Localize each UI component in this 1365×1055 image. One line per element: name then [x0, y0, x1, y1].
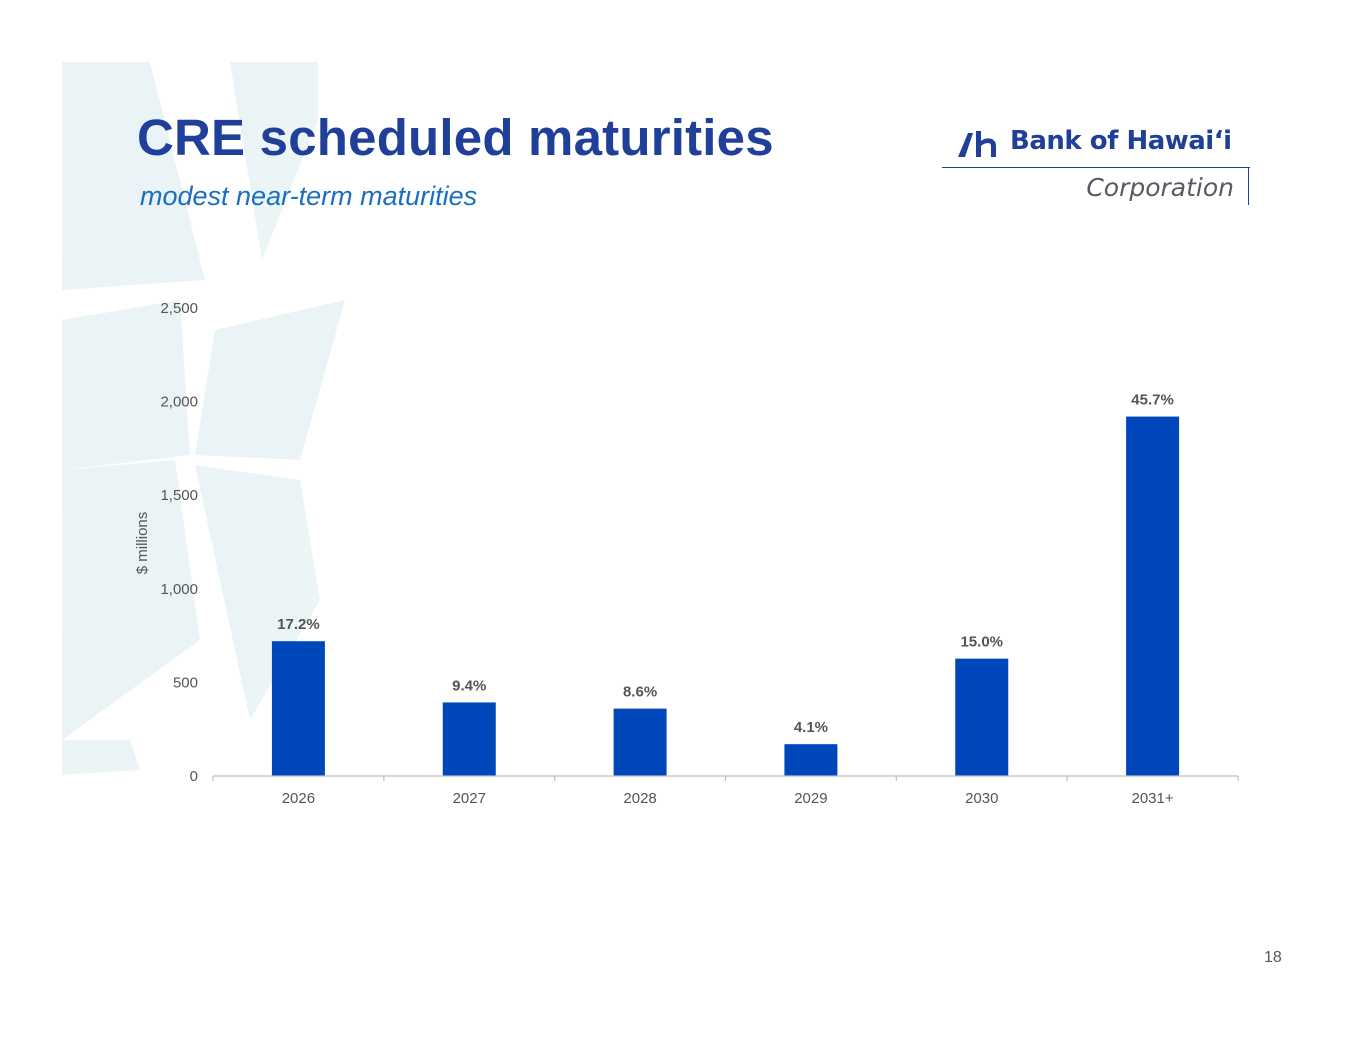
bar-2031+ — [1126, 416, 1180, 776]
y-axis-labels: 0 500 1,000 1,500 2,000 2,500 — [160, 300, 198, 785]
y-tick-label: 2,000 — [160, 394, 198, 411]
y-tick-label: 1,000 — [160, 581, 198, 598]
y-axis-title: $ millions — [134, 512, 151, 575]
bar-data-label: 4.1% — [794, 719, 828, 736]
bar-2027 — [442, 702, 496, 776]
bar-data-label: 45.7% — [1131, 392, 1174, 409]
y-tick-label: 500 — [173, 674, 198, 691]
x-tick-label: 2027 — [453, 790, 486, 807]
logo-divider — [942, 167, 1250, 168]
x-tick-label: 2030 — [965, 790, 998, 807]
x-tick-label: 2028 — [623, 790, 656, 807]
company-logo: Bank of Hawaiʻi Corporation — [940, 118, 1252, 210]
page-subtitle: modest near-term maturities — [140, 181, 478, 211]
bars — [271, 416, 1180, 776]
bar-data-label: 8.6% — [623, 684, 657, 701]
x-tick-label: 2026 — [282, 790, 315, 807]
bar-data-label: 9.4% — [452, 677, 486, 694]
y-tick-label: 0 — [190, 768, 198, 785]
data-labels: 17.2% 9.4% 8.6% 4.1% 15.0% 45.7% — [277, 392, 1174, 737]
page-number: 18 — [1264, 949, 1282, 966]
logo-subtitle: Corporation — [1086, 173, 1234, 202]
bar-2026 — [271, 641, 325, 776]
bank-of-hawaii-logo-icon — [958, 131, 996, 157]
y-tick-label: 1,500 — [160, 487, 198, 504]
page-title: CRE scheduled maturities — [137, 109, 774, 166]
bar-2028 — [613, 708, 667, 776]
logo-name: Bank of Hawaiʻi — [1010, 126, 1232, 156]
logo-divider-vertical — [1248, 167, 1249, 205]
x-axis: 2026 2027 2028 2029 2030 2031+ — [212, 775, 1239, 807]
bar-2029 — [784, 744, 838, 776]
x-tick-label: 2029 — [794, 790, 827, 807]
y-tick-label: 2,500 — [160, 300, 198, 317]
x-tick-label: 2031+ — [1132, 790, 1174, 807]
bar-data-label: 17.2% — [277, 616, 320, 633]
bar-2030 — [955, 658, 1009, 776]
bar-data-label: 15.0% — [960, 634, 1003, 651]
